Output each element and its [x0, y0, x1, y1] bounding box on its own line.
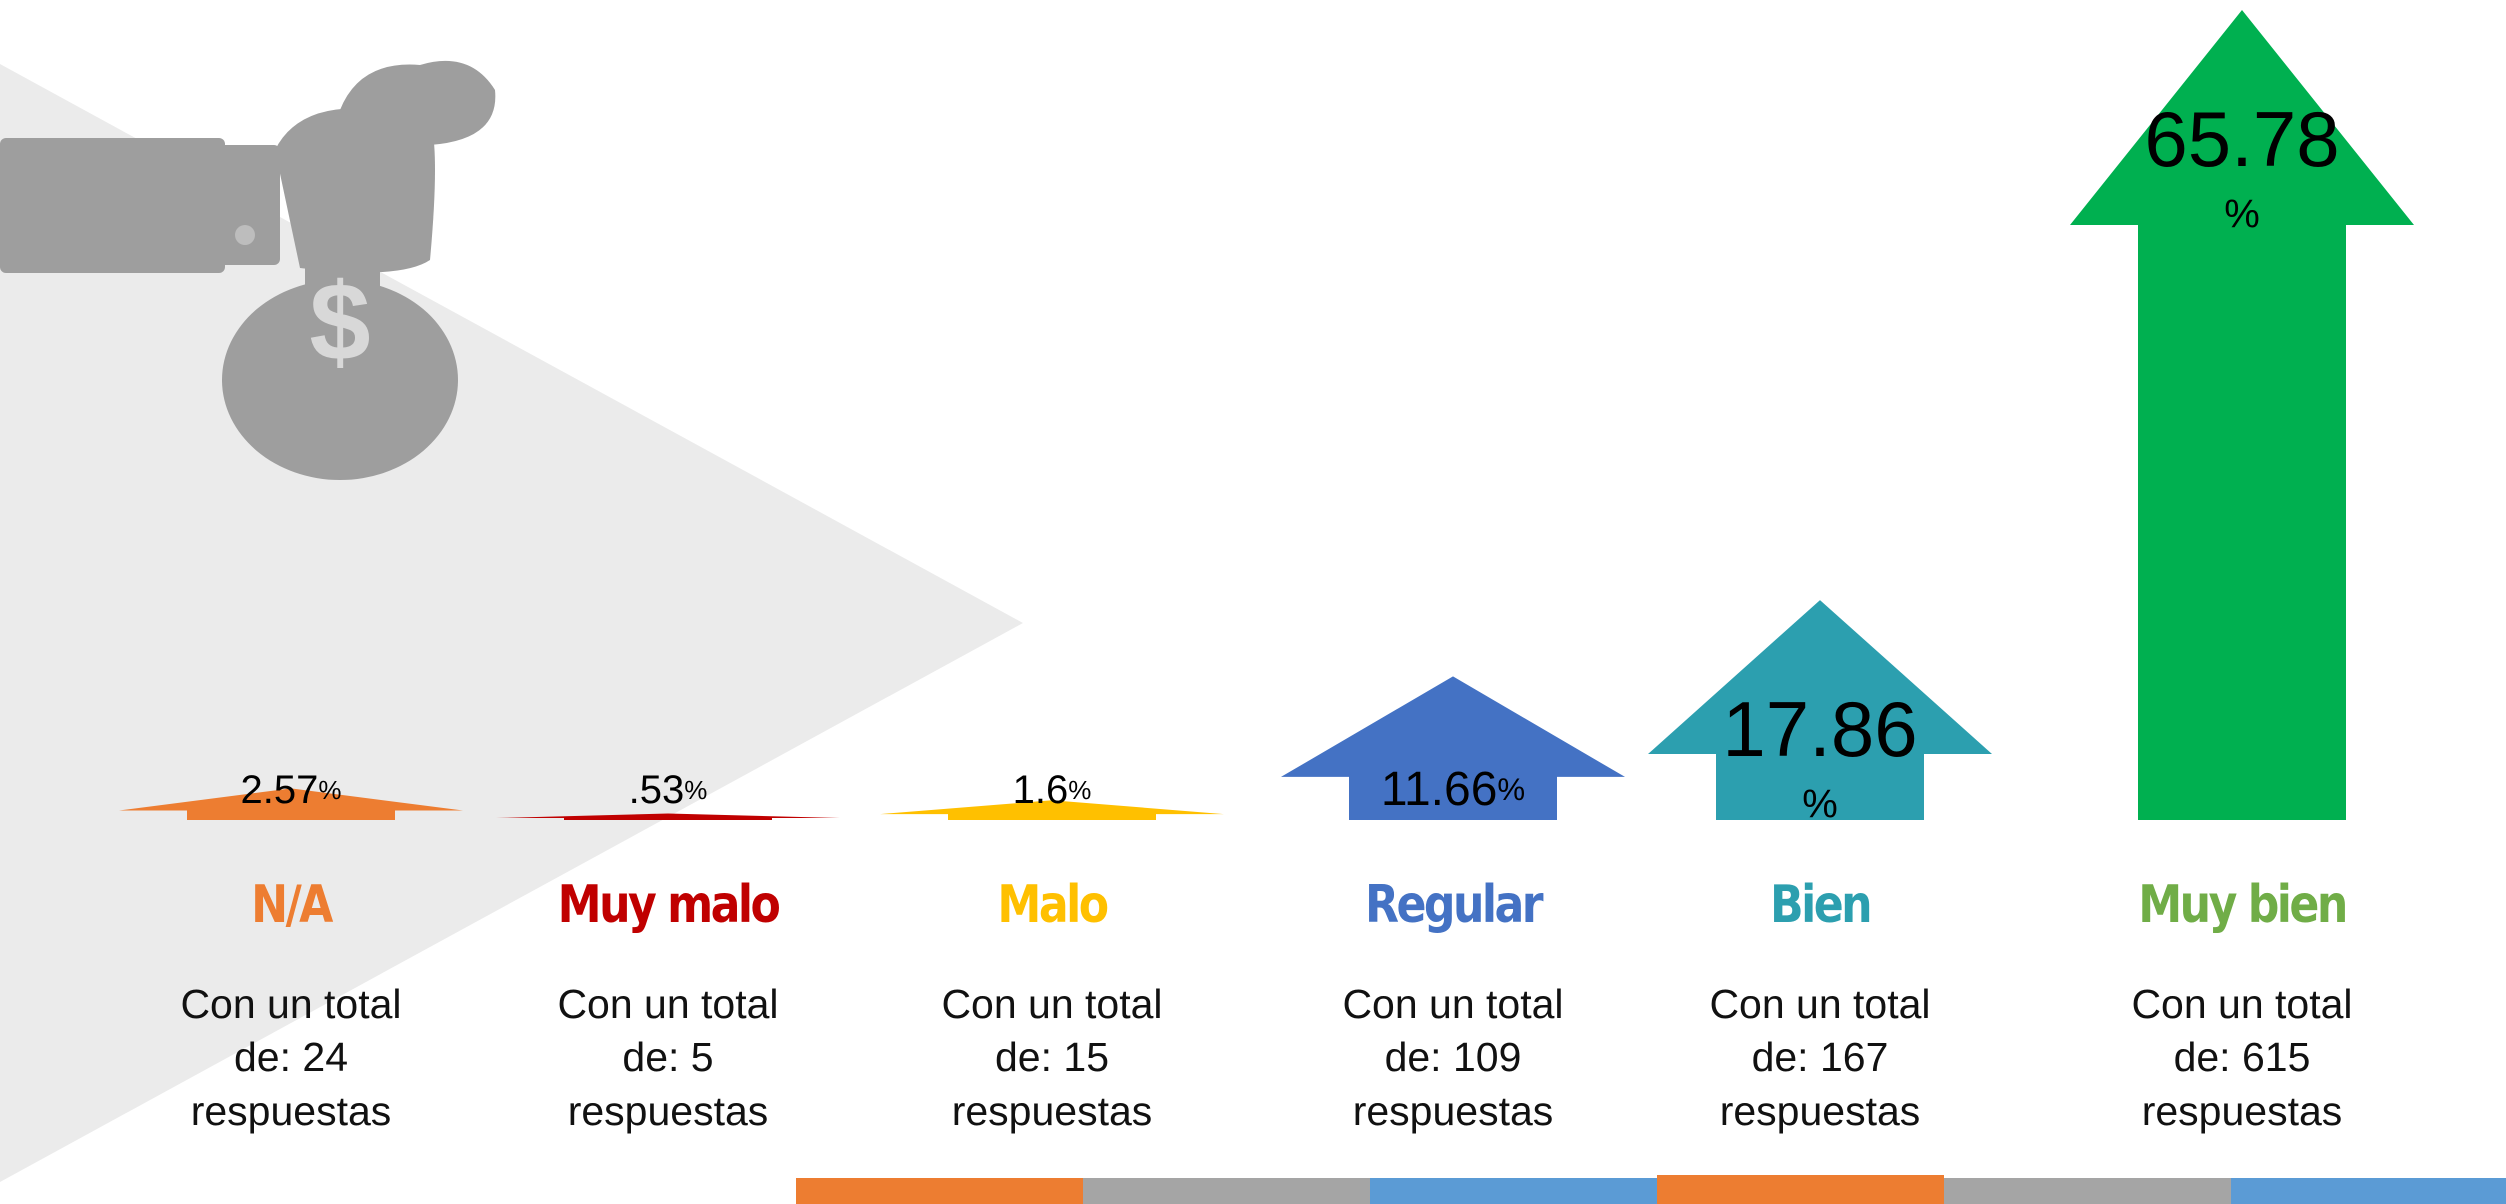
category-text: N/A — [251, 875, 331, 935]
count-suffix: respuestas — [191, 1088, 392, 1134]
count-suffix: respuestas — [1720, 1088, 1921, 1134]
count-description: Con un total de: 109 respuestas — [1318, 978, 1588, 1138]
count-value: 15 — [1063, 1034, 1109, 1080]
count-value: 615 — [2242, 1034, 2310, 1080]
count-prefix: Con un total de: — [941, 981, 1162, 1080]
count-suffix: respuestas — [2142, 1088, 2343, 1134]
value-unit: % — [1497, 772, 1525, 807]
count-prefix: Con un total de: — [180, 981, 401, 1080]
dollar-icon: $ — [309, 261, 370, 384]
category-text: Muy malo — [558, 875, 779, 935]
bottom-strip — [796, 1175, 2506, 1204]
value-label: 17.86 — [1722, 685, 1917, 773]
count-description: Con un total de: 15 respuestas — [917, 978, 1187, 1138]
value-unit: % — [2224, 193, 2260, 237]
value-label: .53% — [629, 768, 708, 812]
count-value: 109 — [1453, 1034, 1521, 1080]
value-number: .53 — [629, 768, 685, 812]
value-unit: % — [1802, 783, 1838, 827]
count-value: 167 — [1820, 1034, 1888, 1080]
count-value: 24 — [302, 1034, 348, 1080]
category-text: Bien — [1770, 875, 1870, 935]
category-text: Muy bien — [2138, 875, 2345, 935]
count-suffix: respuestas — [952, 1088, 1153, 1134]
count-suffix: respuestas — [1353, 1088, 1554, 1134]
value-unit: % — [684, 775, 707, 805]
category-label: Malo — [882, 875, 1222, 935]
count-description: Con un total de: 167 respuestas — [1685, 978, 1955, 1138]
value-label: 65.78 — [2144, 95, 2339, 183]
category-text: Regular — [1365, 875, 1541, 935]
value-number: 11.66 — [1381, 763, 1498, 816]
category-label: Muy bien — [2072, 875, 2412, 935]
value-number: 17.86 — [1722, 685, 1917, 773]
value-number: 1.6 — [1013, 768, 1069, 812]
page: $ 2.57%.53%1.6%11.66%17.86%65.78% (() =>… — [0, 0, 2506, 1204]
count-prefix: Con un total de: — [557, 981, 778, 1080]
count-value: 5 — [691, 1034, 714, 1080]
cuff-button — [235, 225, 255, 245]
category-text: Malo — [997, 875, 1106, 935]
category-label: Regular — [1283, 875, 1623, 935]
value-number: 65.78 — [2144, 95, 2339, 183]
count-description: Con un total de: 24 respuestas — [156, 978, 426, 1138]
count-description: Con un total de: 615 respuestas — [2107, 978, 2377, 1138]
category-label: Bien — [1650, 875, 1990, 935]
category-label: Muy malo — [498, 875, 838, 935]
value-number: 2.57 — [241, 768, 319, 812]
category-label: N/A — [121, 875, 461, 935]
count-suffix: respuestas — [568, 1088, 769, 1134]
value-unit: % — [1068, 775, 1091, 805]
count-description: Con un total de: 5 respuestas — [533, 978, 803, 1138]
value-unit: % — [318, 775, 341, 805]
